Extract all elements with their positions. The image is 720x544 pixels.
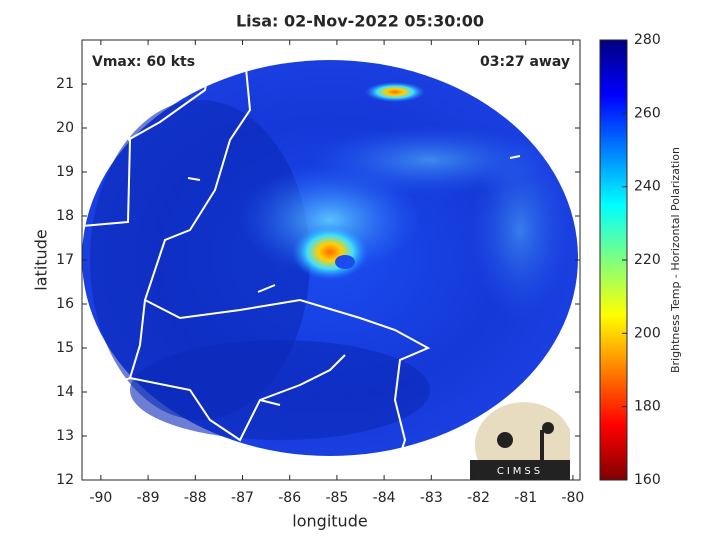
y-tick-label: 20 — [56, 120, 74, 136]
colorbar-tick-label: 280 — [634, 32, 661, 48]
colorbar-label: Brightness Temp - Horizontal Polarizatio… — [669, 147, 682, 373]
y-tick-label: 14 — [56, 384, 74, 400]
x-tick-label: -84 — [373, 490, 396, 506]
colorbar-tick-label: 260 — [634, 105, 661, 121]
y-label: latitude — [32, 229, 51, 290]
x-tick-label: -89 — [137, 490, 160, 506]
y-tick-label: 16 — [56, 296, 74, 312]
y-tick-label: 21 — [56, 76, 74, 92]
imagery — [82, 56, 578, 471]
vmax: Vmax: 60 kts — [92, 54, 195, 70]
x-tick-label: -81 — [514, 490, 537, 506]
x-tick-label: -80 — [561, 490, 584, 506]
colorbar-tick-label: 160 — [634, 472, 661, 488]
colorbar-tick-label: 240 — [634, 179, 661, 195]
colorbar-tick-label: 180 — [634, 399, 661, 415]
x-label: longitude — [292, 512, 367, 531]
x-tick-label: -88 — [184, 490, 207, 506]
title: Lisa: 02-Nov-2022 05:30:00 — [236, 12, 484, 31]
x-tick-label: -85 — [325, 490, 348, 506]
y-tick-label: 19 — [56, 164, 74, 180]
x-tick-label: -86 — [278, 490, 301, 506]
y-tick-label: 13 — [56, 428, 74, 444]
x-tick-label: -83 — [420, 490, 443, 506]
y-tick-label: 18 — [56, 208, 74, 224]
colorbar-tick-label: 200 — [634, 325, 661, 341]
x-tick-label: -87 — [231, 490, 254, 506]
y-tick-label: 17 — [56, 252, 74, 268]
x-tick-label: -90 — [89, 490, 112, 506]
logo-text: CIMSS — [497, 466, 543, 477]
colorbar-tick-label: 220 — [634, 252, 661, 268]
time-away: 03:27 away — [480, 54, 570, 70]
y-tick-label: 12 — [56, 472, 74, 488]
y-tick-label: 15 — [56, 340, 74, 356]
x-tick-label: -82 — [467, 490, 490, 506]
logo: CIMSS — [470, 402, 570, 480]
